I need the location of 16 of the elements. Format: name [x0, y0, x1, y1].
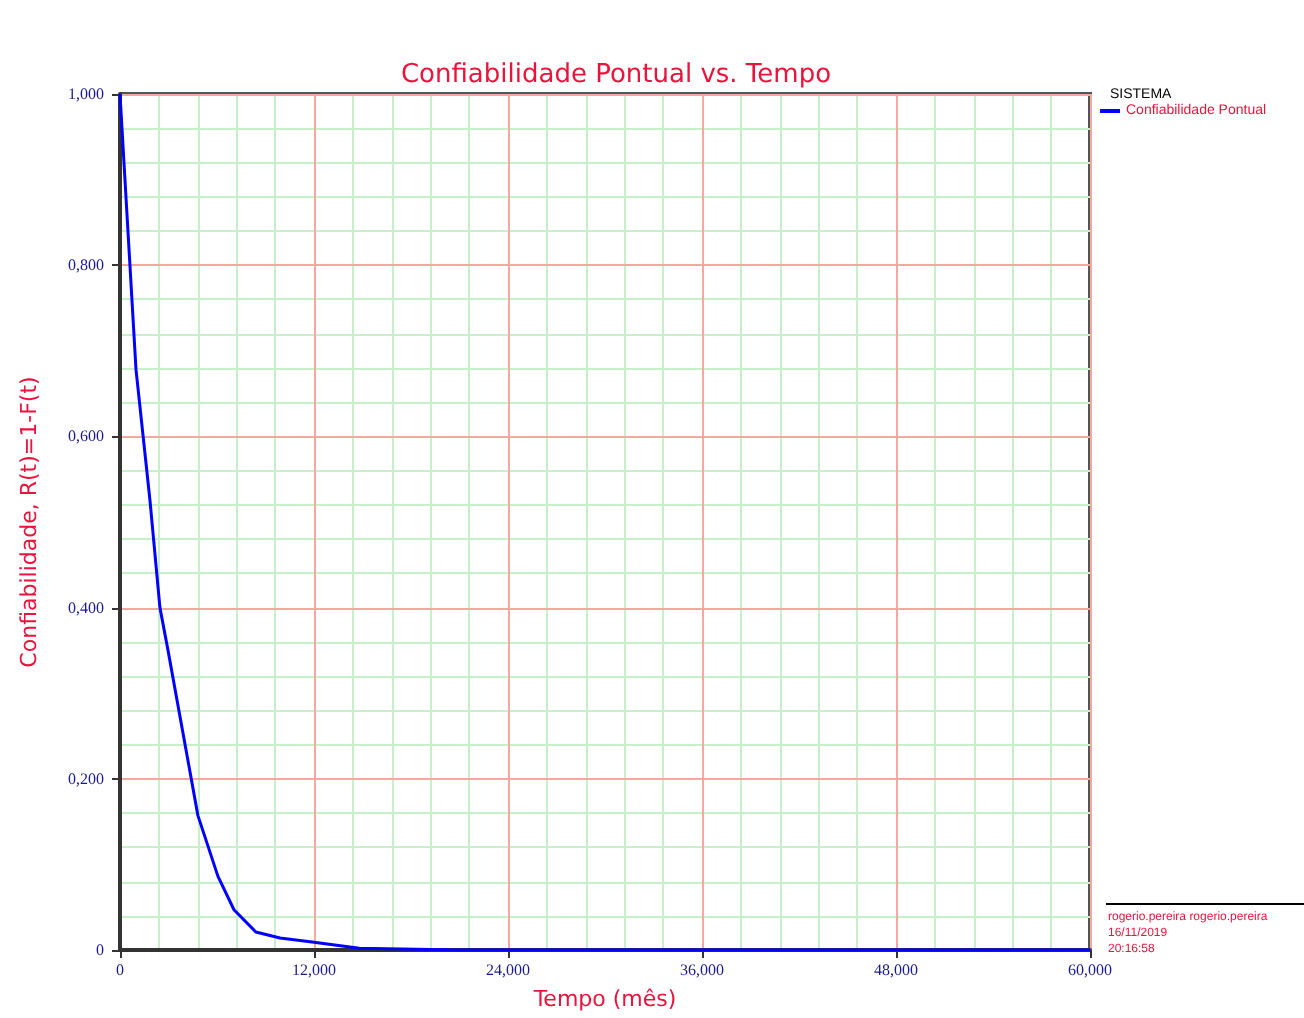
y-axis-title: Confiabilidade, R(t)=1-F(t) — [16, 376, 42, 668]
chart-title: Confiabilidade Pontual vs. Tempo — [400, 60, 832, 90]
y-tick-label: 1,000 — [68, 85, 104, 103]
x-tick-label: 24,000 — [486, 961, 530, 979]
x-tick-label: 36,000 — [680, 961, 724, 979]
x-tick-label: 60,000 — [1068, 961, 1112, 979]
x-tick-label: 48,000 — [874, 961, 918, 979]
x-axis-title: Tempo (mês) — [531, 986, 677, 1012]
y-tick-label: 0,800 — [68, 256, 104, 275]
x-tick-label: 12,000 — [292, 961, 336, 979]
y-tick-label: 0,600 — [68, 427, 104, 446]
y-tick-label: 0,400 — [68, 598, 104, 617]
line-series — [118, 92, 1092, 952]
x-tick-label: 0 — [116, 961, 124, 979]
y-tick-label: 0,200 — [68, 769, 104, 788]
y-tick-label: 0 — [96, 941, 104, 959]
